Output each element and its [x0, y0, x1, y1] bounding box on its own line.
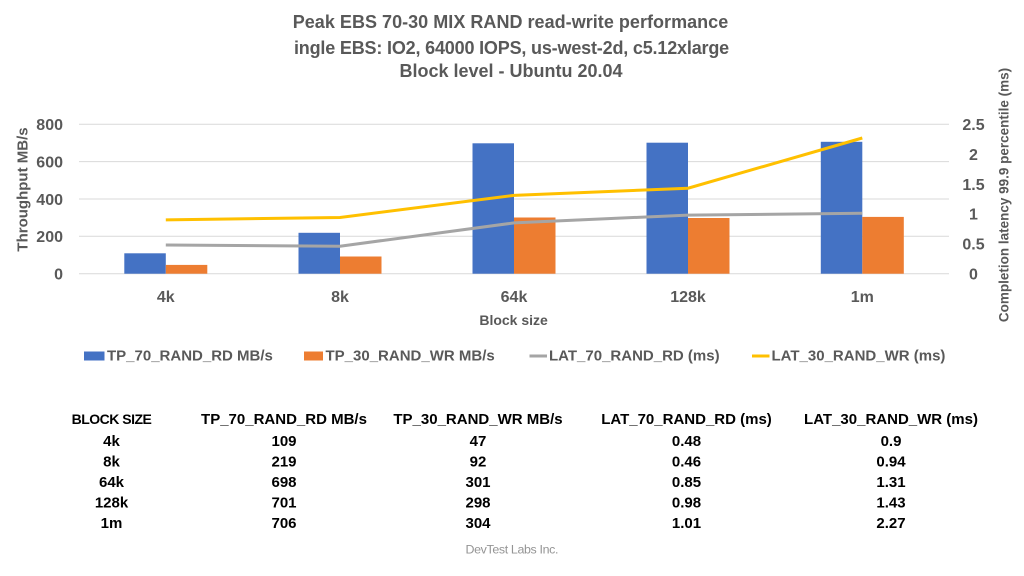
- svg-text:0.48: 0.48: [672, 433, 701, 450]
- svg-text:Block level - Ubuntu 20.04: Block level - Ubuntu 20.04: [399, 61, 622, 81]
- svg-text:1.43: 1.43: [876, 495, 905, 512]
- svg-text:0.85: 0.85: [672, 474, 701, 491]
- svg-text:Block size: Block size: [479, 312, 548, 328]
- svg-text:219: 219: [271, 453, 296, 470]
- svg-text:1m: 1m: [851, 289, 874, 306]
- svg-text:128k: 128k: [95, 495, 129, 512]
- svg-text:4k: 4k: [157, 289, 175, 306]
- svg-text:Completion latency 99.9 percen: Completion latency 99.9 percentile (ms): [997, 68, 1012, 322]
- svg-text:1.01: 1.01: [672, 515, 701, 532]
- svg-text:800: 800: [36, 117, 63, 134]
- svg-text:64k: 64k: [99, 474, 125, 491]
- svg-text:600: 600: [36, 154, 63, 171]
- svg-text:8k: 8k: [331, 289, 349, 306]
- svg-text:0.46: 0.46: [672, 453, 701, 470]
- svg-text:0.5: 0.5: [962, 237, 984, 254]
- svg-text:LAT_30_RAND_WR (ms): LAT_30_RAND_WR (ms): [772, 348, 946, 365]
- svg-text:0.98: 0.98: [672, 495, 701, 512]
- svg-text:701: 701: [271, 495, 296, 512]
- svg-text:ingle EBS: IO2, 64000 IOPS, us: ingle EBS: IO2, 64000 IOPS, us-west-2d, …: [294, 38, 729, 58]
- svg-text:LAT_70_RAND_RD (ms): LAT_70_RAND_RD (ms): [601, 411, 772, 428]
- svg-text:0: 0: [969, 267, 978, 284]
- svg-text:DevTest Labs Inc.: DevTest Labs Inc.: [466, 543, 559, 557]
- svg-text:2.27: 2.27: [876, 515, 905, 532]
- svg-text:4k: 4k: [103, 433, 120, 450]
- svg-text:TP_70_RAND_RD MB/s: TP_70_RAND_RD MB/s: [107, 348, 273, 365]
- svg-text:0.94: 0.94: [876, 453, 906, 470]
- svg-text:1m: 1m: [101, 515, 123, 532]
- svg-text:8k: 8k: [103, 453, 120, 470]
- svg-text:TP_70_RAND_RD MB/s: TP_70_RAND_RD MB/s: [201, 411, 367, 428]
- svg-text:2.5: 2.5: [962, 117, 984, 134]
- svg-text:47: 47: [470, 433, 487, 450]
- svg-text:Peak EBS 70-30 MIX RAND read-w: Peak EBS 70-30 MIX RAND read-write perfo…: [293, 12, 729, 32]
- svg-text:Throughput MB/s: Throughput MB/s: [14, 127, 31, 251]
- svg-text:64k: 64k: [501, 289, 528, 306]
- svg-text:TP_30_RAND_WR MB/s: TP_30_RAND_WR MB/s: [326, 348, 495, 365]
- svg-text:301: 301: [465, 474, 490, 491]
- svg-text:0: 0: [54, 267, 63, 284]
- svg-text:BLOCK SIZE: BLOCK SIZE: [72, 411, 152, 427]
- svg-text:0.9: 0.9: [881, 433, 902, 450]
- svg-text:698: 698: [271, 474, 296, 491]
- svg-text:706: 706: [271, 515, 296, 532]
- svg-text:298: 298: [465, 495, 490, 512]
- svg-text:200: 200: [36, 229, 63, 246]
- svg-text:1.31: 1.31: [876, 474, 905, 491]
- svg-text:92: 92: [470, 453, 487, 470]
- svg-text:LAT_30_RAND_WR (ms): LAT_30_RAND_WR (ms): [804, 411, 978, 428]
- svg-text:304: 304: [465, 515, 491, 532]
- svg-text:1.5: 1.5: [962, 177, 984, 194]
- svg-text:109: 109: [271, 433, 296, 450]
- svg-text:400: 400: [36, 192, 63, 209]
- svg-text:1: 1: [969, 207, 978, 224]
- svg-text:LAT_70_RAND_RD (ms): LAT_70_RAND_RD (ms): [549, 348, 720, 365]
- svg-text:2: 2: [969, 147, 978, 164]
- svg-text:TP_30_RAND_WR MB/s: TP_30_RAND_WR MB/s: [393, 411, 562, 428]
- svg-text:128k: 128k: [670, 289, 706, 306]
